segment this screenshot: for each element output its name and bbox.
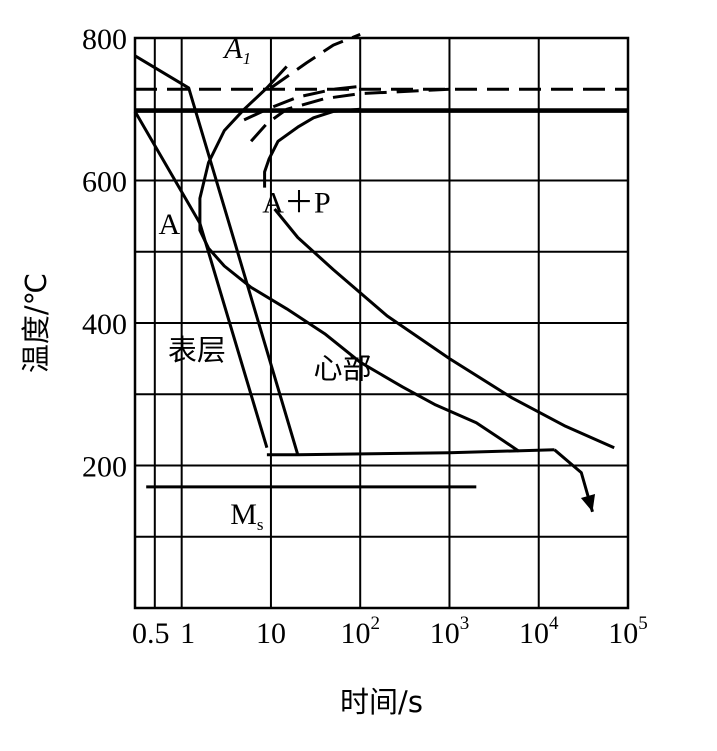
x-tick-label: 0.5 [132,617,170,650]
x-axis-label: 时间/s [340,685,423,719]
series-ferrite-start-dashed [243,84,361,122]
x-tick-label: 105 [608,613,648,650]
x-tick-label: 102 [340,613,380,650]
y-tick-label: 600 [82,166,127,199]
series-pearlite-start [263,107,361,188]
series-pearlite-start-dashed [249,87,450,143]
series-surface-cooling [133,110,269,449]
y-tick-label: 800 [82,23,127,56]
austenite-label: A [158,208,180,241]
y-tick-label: 200 [82,451,127,484]
core-label: 心部 [314,352,372,386]
series-transformation-nose [198,65,520,453]
arrow-head-icon [580,493,596,512]
ms-label: Ms [230,498,263,534]
austenite-pearlite-label: A＋P [262,187,330,220]
a1-label: A1 [222,32,251,68]
y-tick-label: 400 [82,308,127,341]
x-tick-label: 104 [519,613,559,650]
series-A1-dashed-upper [270,33,361,90]
x-tick-label: 10 [256,617,286,650]
series-tempering-hold [266,448,555,457]
series-core-cooling [134,54,300,456]
series-pearlite-finish [273,208,615,450]
x-tick-label: 1 [180,617,195,650]
y-axis-label: 温度/℃ [19,273,53,373]
series-group [133,33,628,513]
tick-labels: 200 400 600 800 0.5 1 10 102 103 104 105 [82,23,648,650]
x-tick-label: 103 [430,613,470,650]
surface-label: 表层 [168,333,226,367]
grid [135,37,628,608]
plot-frame [133,36,630,610]
